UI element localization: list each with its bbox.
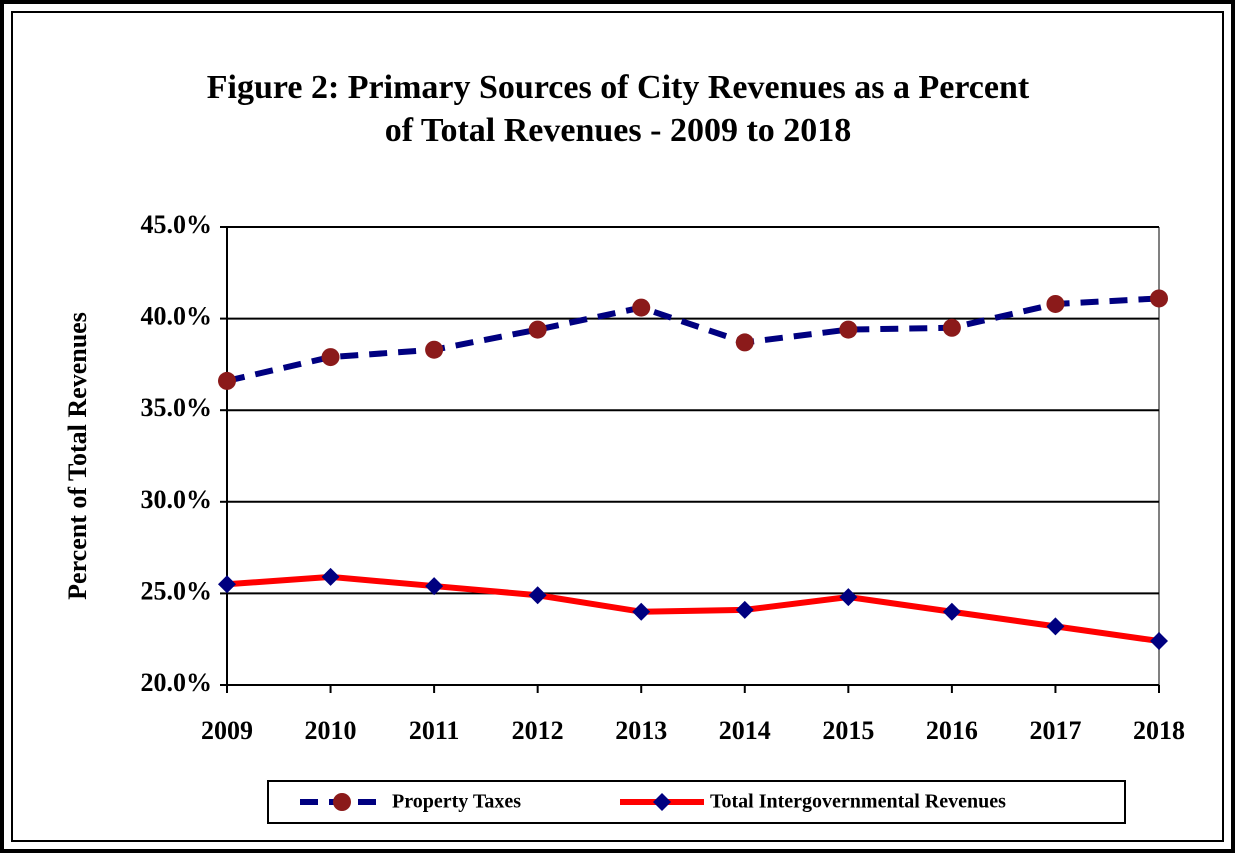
x-tick-label: 2013 — [615, 716, 667, 745]
data-point — [321, 348, 340, 367]
legend-marker — [653, 793, 671, 811]
y-tick-label: 40.0% — [141, 302, 213, 331]
x-tick-label: 2017 — [1029, 716, 1081, 745]
data-point — [321, 567, 340, 586]
y-tick-label: 25.0% — [141, 576, 213, 605]
data-point — [1150, 289, 1168, 308]
x-tick-label: 2010 — [305, 716, 357, 745]
data-point — [735, 600, 754, 619]
legend-marker — [333, 793, 351, 811]
data-point — [1046, 617, 1065, 636]
data-point — [942, 318, 961, 337]
x-tick-label: 2012 — [512, 716, 564, 745]
data-point — [632, 602, 651, 621]
data-point — [218, 575, 236, 594]
legend-label: Property Taxes — [392, 791, 521, 813]
chart-title: Figure 2: Primary Sources of City Revenu… — [207, 69, 1030, 106]
x-tick-label: 2016 — [926, 716, 978, 745]
data-point — [632, 298, 651, 317]
chart-title: of Total Revenues - 2009 to 2018 — [385, 112, 852, 149]
x-tick-label: 2009 — [201, 716, 253, 745]
y-tick-label: 45.0% — [141, 210, 213, 239]
y-tick-label: 20.0% — [141, 668, 213, 697]
data-point — [425, 577, 444, 596]
data-point — [218, 371, 236, 390]
data-point — [1150, 632, 1168, 651]
data-point — [942, 602, 961, 621]
data-point — [528, 320, 547, 339]
data-point — [839, 588, 858, 607]
data-point — [425, 340, 444, 359]
x-tick-label: 2015 — [822, 716, 874, 745]
y-tick-label: 30.0% — [141, 485, 213, 514]
legend-label: Total Intergovernmental Revenues — [710, 791, 1006, 813]
x-tick-label: 2014 — [719, 716, 771, 745]
y-tick-label: 35.0% — [141, 393, 213, 422]
data-point — [839, 320, 858, 339]
data-point — [528, 586, 547, 605]
inner-frame — [11, 11, 1224, 842]
x-tick-label: 2018 — [1133, 716, 1185, 745]
series-line — [226, 573, 1160, 645]
data-point — [735, 333, 754, 352]
y-axis-label: Percent of Total Revenues — [63, 312, 92, 600]
data-point — [1046, 294, 1065, 313]
x-tick-label: 2011 — [409, 716, 460, 745]
series-line — [226, 295, 1160, 384]
